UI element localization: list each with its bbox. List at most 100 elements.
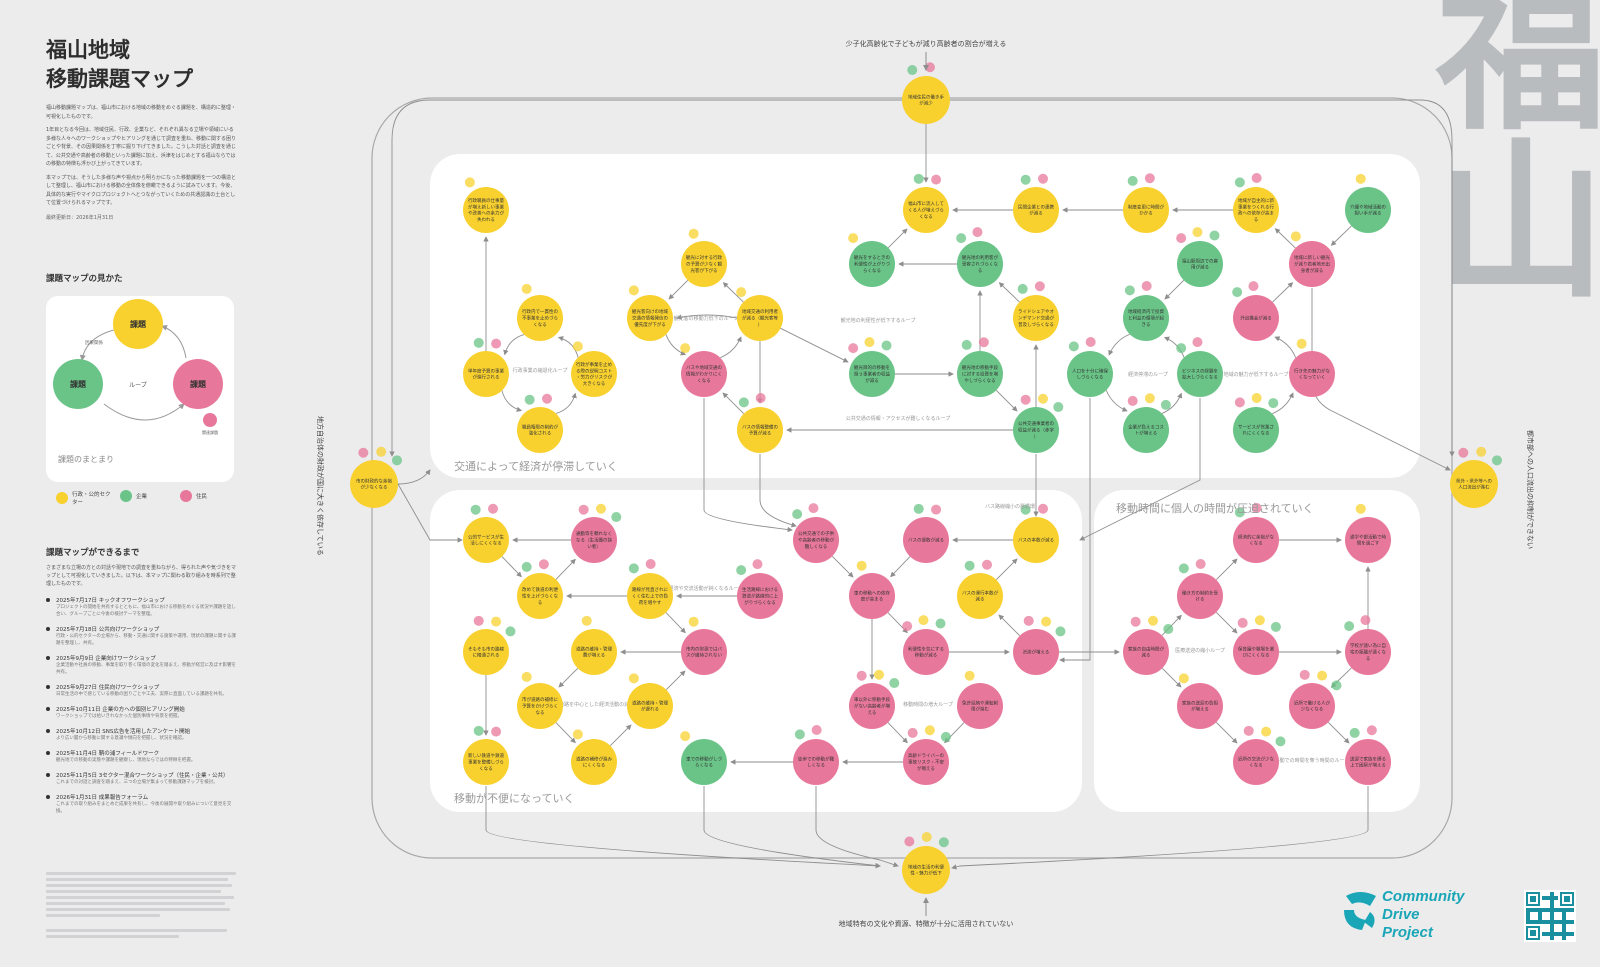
issue-node-circle <box>1345 739 1391 785</box>
page-title-line1: 福山地域 <box>46 38 130 62</box>
issue-node-circle <box>1345 517 1391 563</box>
issue-node-label: 送迎で家族を縛る上で困窮が増える <box>1350 755 1386 768</box>
related-issue-badge <box>956 233 967 244</box>
issue-node-circle <box>627 683 673 729</box>
page-title-line2: 移動課題マップ <box>46 67 193 91</box>
issue-node-label: 利便性を気にする移動が減る <box>908 645 944 658</box>
timeline: 課題マップができるまで さまざまな立場の方との対話や現地での調査を重ねながら、得… <box>46 546 236 822</box>
issue-node-circle <box>681 739 727 785</box>
related-issue-badge <box>473 337 484 348</box>
related-issue-badge <box>521 283 532 294</box>
timeline-event-desc: これまでの対話と調査を踏まえ、三つの立場が集まって移動課題マップを検討。 <box>56 780 218 785</box>
issue-node-circle <box>463 629 509 675</box>
loop-label: 観光地の利便性が低下するループ <box>841 317 916 324</box>
issue-node: 地域交通の利用者が減る（観光客等） <box>737 295 783 341</box>
qr-code-icon[interactable] <box>1524 890 1576 942</box>
related-issue-badge <box>1331 680 1342 691</box>
issue-node-circle <box>627 295 673 341</box>
related-issue-badge <box>1360 615 1371 626</box>
issue-node-circle <box>571 351 617 397</box>
causal-edge <box>397 483 463 543</box>
causal-edge <box>722 392 745 415</box>
timeline-event-desc: 観光地での移動の実態や課題を観察し、現地ならではの特徴を把握。 <box>56 758 196 763</box>
issue-node: 車での移動がしづらくなる <box>681 739 727 785</box>
issue-node-label: 職員権限の制約が強化される <box>522 423 558 436</box>
related-issue-badge <box>572 341 583 352</box>
issue-node: 免許返納や運転制限が進む <box>957 683 1003 729</box>
causal-edge <box>1161 667 1182 688</box>
guide-node-top <box>113 299 163 349</box>
issue-node-circle <box>463 517 509 563</box>
related-issue-badge <box>938 837 949 848</box>
guide-arrow-label: 因果関係 <box>85 339 103 346</box>
issue-node-label: 家族の自由時間が減る <box>1128 645 1164 658</box>
issue-node-label: 学校が遠い為に自宅の距離が遠くなる <box>1350 642 1386 662</box>
related-issue-badge <box>1234 507 1245 518</box>
timeline-event-desc: ワークショップでは拾いきれなかった個別事情や背景を把握。 <box>56 714 182 719</box>
related-issue-badge <box>902 621 913 632</box>
issue-node-circle <box>903 629 949 675</box>
external-right-label: 都市部への人口流出の抑制ができない <box>1526 430 1535 549</box>
issue-node-label: 地域に新しい観光が減り若者地元出身者が減る <box>1294 254 1330 274</box>
related-issue-badge <box>1366 725 1377 736</box>
guide-node-left <box>53 359 103 409</box>
timeline-event-title: 2025年7月18日 公共向けワークショップ <box>56 627 160 633</box>
causal-edge <box>389 99 902 457</box>
timeline-event-title: 2026年1月31日 成果報告フォーラム <box>56 795 149 801</box>
related-issue-badge <box>792 509 803 520</box>
qr-code-graphic <box>1524 890 1576 942</box>
related-issue-badge <box>611 512 622 523</box>
related-issue-badge <box>913 503 924 514</box>
intro-paragraph-2: 1年目となる今回は、地域住民、行政、企業など、それぞれ異なる立場や領域にいる多様… <box>46 127 237 167</box>
issue-node-label: 渋滞が増える <box>1023 649 1050 656</box>
related-issue-badge <box>1270 621 1281 632</box>
related-issue-badge <box>1163 624 1174 635</box>
related-issue-badge <box>1144 173 1155 184</box>
related-issue-badge <box>924 725 935 736</box>
issue-node-circle <box>1177 573 1223 619</box>
issue-node-circle <box>517 683 563 729</box>
related-issue-badge <box>688 228 699 239</box>
causal-edge <box>665 612 686 634</box>
issue-node: 通勤等を頼れなくなる（生活圏の狭い者） <box>571 517 617 563</box>
issue-node-circle <box>1123 629 1169 675</box>
intro-text: 福山移動課題マップは、福山市における地域の移動をめぐる課題を、構造的に整理・可視… <box>46 104 236 208</box>
issue-node: 市内の財源ではバスが維持されない <box>681 629 727 675</box>
issue-node-circle <box>1123 187 1169 233</box>
timeline-event-desc: 企業活動や社員の移動、事業を取り巻く環境の変化を踏まえ、移動が経営に及ぼす影響を… <box>56 663 236 675</box>
guide-badge-label: 関連課題 <box>202 429 218 435</box>
issue-node: 保育園や職場を選びにくくなる <box>1233 629 1279 675</box>
causal-edge <box>887 228 908 249</box>
timeline-event-title: 2025年9月9日 企業向けワークショップ <box>56 656 156 662</box>
page-title: 福山地域 移動課題マップ <box>46 36 236 94</box>
causal-edge <box>1105 390 1128 412</box>
related-issue-badge <box>1243 725 1254 736</box>
issue-node-label: 高齢ドライバーの事故リスク・不安が増える <box>908 752 944 772</box>
issue-node: 介護や地域活動の担い手が減る <box>1345 187 1391 233</box>
related-issue-badge <box>1141 281 1152 292</box>
issue-node-label: 観光客向けの地域交通の情報発信の優先度が下がる <box>632 308 668 328</box>
issue-node: 経済的に余裕がなくなる <box>1233 517 1279 563</box>
issue-node-label: 観光をするときの利便性が上がりづらくなる <box>854 254 890 274</box>
related-issue-badge <box>794 729 805 740</box>
loop-label: 経済停滞のループ <box>1128 371 1168 378</box>
issue-node-label: 車での移動がしづらくなる <box>686 755 722 768</box>
causal-edge <box>831 555 854 578</box>
related-issue-badge <box>464 177 475 188</box>
related-issue-badge <box>1020 504 1031 515</box>
issue-node-circle <box>571 517 617 563</box>
timeline-event: 2025年10月11日 企業の方への個別ヒアリング開始 ワークショップでは拾いきれ… <box>46 705 236 720</box>
footnote <box>46 872 236 941</box>
related-issue-badge <box>889 678 900 689</box>
issue-node-label: バスの本数が減る <box>1018 537 1054 544</box>
side-title: 福 山 <box>1436 0 1600 307</box>
causal-edge <box>998 282 1020 303</box>
related-issue-badge <box>940 731 951 742</box>
related-issue-badge <box>1248 281 1259 292</box>
related-issue-badge <box>864 337 875 348</box>
causal-edge <box>780 327 849 363</box>
issue-node: 制度変更に時間がかかる <box>1123 187 1169 233</box>
loop-label: 道路を中心とした経済活動の減少ループ <box>559 701 649 708</box>
loop-label: 移動時間の増大ループ <box>903 701 953 708</box>
issue-node-circle <box>849 683 895 729</box>
